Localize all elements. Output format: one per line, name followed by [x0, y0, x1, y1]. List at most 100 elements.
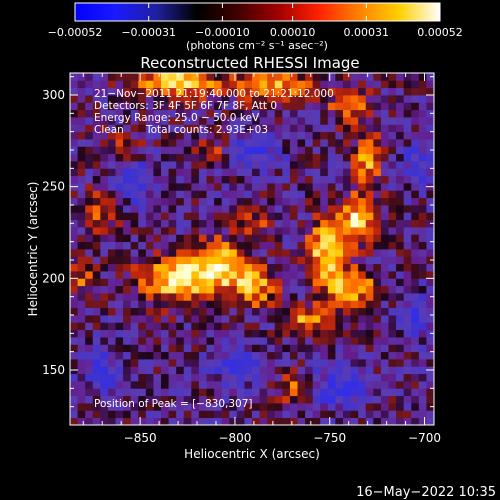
heatmap-cell: [297, 168, 306, 177]
heatmap-cell: [259, 234, 268, 243]
heatmap-cell: [267, 190, 276, 199]
heatmap-cell: [138, 168, 147, 177]
heatmap-cell: [191, 131, 200, 140]
heatmap-cell: [350, 197, 359, 206]
heatmap-cell: [320, 139, 329, 147]
heatmap-cell: [168, 322, 177, 331]
heatmap-cell: [297, 234, 306, 243]
heatmap-cell: [153, 131, 162, 140]
heatmap-cell: [221, 153, 230, 162]
heatmap-cell: [198, 161, 207, 169]
heatmap-cell: [183, 307, 192, 316]
heatmap-cell: [168, 175, 177, 184]
heatmap-cell: [396, 73, 405, 81]
heatmap-cell: [145, 307, 154, 316]
heatmap-cell: [229, 366, 238, 375]
heatmap-cell: [214, 153, 223, 162]
heatmap-cell: [221, 410, 230, 419]
heatmap-cell: [161, 95, 169, 103]
heatmap-cell: [312, 417, 321, 426]
heatmap-cell: [259, 395, 268, 404]
heatmap-cell: [92, 388, 101, 397]
heatmap-cell: [221, 293, 230, 301]
heatmap-cell: [214, 337, 223, 345]
heatmap-cell: [92, 293, 101, 301]
heatmap-cell: [426, 117, 435, 125]
heatmap-cell: [161, 388, 169, 397]
heatmap-cell: [259, 212, 268, 221]
heatmap-cell: [403, 263, 412, 272]
heatmap-cell: [267, 300, 276, 309]
heatmap-cell: [327, 351, 336, 360]
heatmap-cell: [327, 234, 336, 243]
heatmap-cell: [343, 102, 351, 111]
heatmap-cell: [259, 153, 268, 162]
heatmap-cell: [259, 139, 268, 147]
heatmap-cell: [206, 388, 215, 397]
heatmap-cell: [221, 146, 230, 155]
heatmap-cell: [145, 395, 154, 404]
heatmap-cell: [274, 417, 283, 426]
heatmap-cell: [176, 337, 185, 345]
heatmap-cell: [289, 285, 298, 294]
heatmap-cell: [365, 73, 374, 81]
heatmap-cell: [138, 124, 147, 133]
heatmap-cell: [85, 256, 94, 265]
heatmap-cell: [426, 337, 435, 345]
heatmap-cell: [130, 278, 139, 287]
heatmap-cell: [350, 117, 359, 125]
heatmap-cell: [411, 307, 420, 316]
heatmap-cell: [320, 300, 329, 309]
heatmap-cell: [274, 359, 283, 367]
heatmap-cell: [214, 175, 223, 184]
heatmap-cell: [236, 241, 245, 250]
heatmap-cell: [100, 403, 109, 411]
heatmap-cell: [327, 153, 336, 162]
heatmap-cell: [138, 80, 147, 89]
heatmap-cell: [418, 168, 427, 177]
heatmap-cell: [297, 263, 306, 272]
heatmap-cell: [85, 131, 94, 140]
heatmap-cell: [176, 373, 185, 382]
heatmap-cell: [358, 351, 367, 360]
heatmap-cell: [388, 190, 397, 199]
heatmap-cell: [380, 153, 389, 162]
heatmap-cell: [168, 285, 177, 294]
heatmap-cell: [358, 359, 367, 367]
heatmap-cell: [335, 131, 344, 140]
heatmap-cell: [365, 403, 374, 411]
heatmap-cell: [168, 87, 177, 96]
heatmap-cell: [198, 212, 207, 221]
heatmap-cell: [77, 175, 86, 184]
heatmap-cell: [297, 285, 306, 294]
heatmap-cell: [312, 219, 321, 228]
heatmap-cell: [403, 205, 412, 213]
heatmap-cell: [130, 395, 139, 404]
heatmap-cell: [107, 395, 116, 404]
heatmap-cell: [312, 307, 321, 316]
heatmap-cell: [350, 205, 359, 213]
heatmap-cell: [343, 168, 351, 177]
heatmap-cell: [289, 102, 298, 111]
heatmap-cell: [343, 300, 351, 309]
heatmap-cell: [115, 344, 124, 353]
heatmap-cell: [161, 131, 169, 140]
heatmap-cell: [396, 190, 405, 199]
heatmap-cell: [312, 227, 321, 235]
heatmap-cell: [403, 95, 412, 103]
heatmap-cell: [411, 366, 420, 375]
heatmap-cell: [274, 234, 283, 243]
heatmap-cell: [320, 227, 329, 235]
heatmap-cell: [229, 307, 238, 316]
heatmap-cell: [229, 205, 238, 213]
heatmap-cell: [418, 241, 427, 250]
heatmap-cell: [252, 344, 260, 353]
heatmap-cell: [380, 124, 389, 133]
heatmap-cell: [358, 263, 367, 272]
heatmap-cell: [403, 337, 412, 345]
heatmap-cell: [327, 417, 336, 426]
heatmap-cell: [168, 410, 177, 419]
heatmap-cell: [289, 241, 298, 250]
heatmap-cell: [289, 256, 298, 265]
heatmap-cell: [350, 234, 359, 243]
